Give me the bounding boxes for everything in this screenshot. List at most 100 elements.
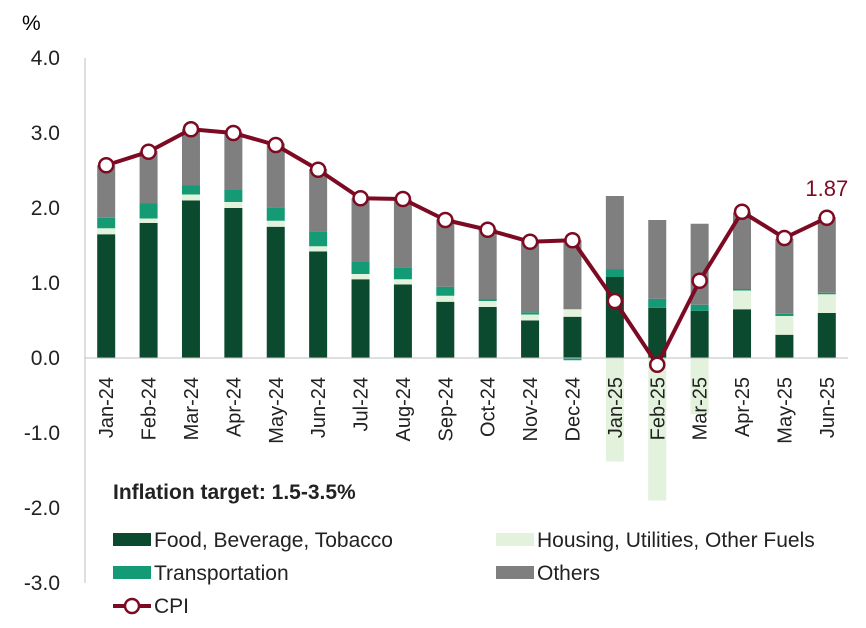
x-tick-label: Jun-24 (308, 377, 330, 438)
bar-segment-others (817, 217, 836, 293)
x-tick-label: Nov-24 (520, 377, 542, 441)
legend-swatch-food-beverage-tobacco (113, 533, 151, 546)
x-tick-label: Apr-25 (732, 377, 754, 437)
bar-segment-food-beverage-tobacco (266, 226, 285, 358)
y-tick-label: -2.0 (24, 497, 60, 520)
bar-segment-housing-utilities-other-fuels (266, 220, 285, 227)
bar-segment-housing-utilities-other-fuels (139, 218, 158, 223)
bar-segment-transportation (690, 304, 709, 311)
bar-segment-transportation (478, 299, 497, 301)
bar-segment-housing-utilities-other-fuels (648, 358, 667, 501)
y-tick-label: 0.0 (31, 347, 60, 370)
bar-segment-others (351, 198, 370, 262)
legend-swatch-cpi-marker (123, 597, 141, 615)
cpi-marker (521, 233, 539, 250)
y-tick-label: 4.0 (31, 47, 60, 70)
legend-label-others: Others (537, 562, 600, 585)
bar-segment-transportation (351, 262, 370, 274)
cpi-marker (437, 211, 454, 229)
x-tick-label: Jan-24 (96, 377, 118, 438)
annotations: 1.87 (805, 176, 848, 201)
y-axis-unit-label: % (22, 12, 41, 35)
y-axis-tick-labels: 4.0 3.0 2.0 1.0 0.0 -1.0 -2.0 -3.0 (24, 47, 60, 595)
cpi-line-series (97, 121, 836, 373)
legend-label-housing-utilities-other-fuels: Housing, Utilities, Other Fuels (537, 529, 815, 552)
cpi-marker (309, 161, 327, 178)
bar-segment-food-beverage-tobacco (309, 251, 328, 358)
bar-segment-food-beverage-tobacco (817, 313, 836, 358)
cpi-marker (140, 143, 157, 160)
bar-segment-food-beverage-tobacco (690, 310, 709, 358)
bar-segment-others (478, 229, 497, 300)
bar-segment-housing-utilities-other-fuels (775, 316, 794, 335)
bar-segment-transportation (181, 185, 200, 195)
bar-segment-housing-utilities-other-fuels (563, 309, 582, 317)
bar-segment-food-beverage-tobacco (648, 307, 667, 358)
bar-segment-transportation (817, 292, 836, 295)
y-tick-label: 3.0 (31, 122, 60, 145)
bar-segment-food-beverage-tobacco (181, 200, 200, 358)
bar-segment-housing-utilities-other-fuels (690, 358, 709, 415)
bar-segment-food-beverage-tobacco (733, 309, 752, 358)
bar-segment-food-beverage-tobacco (97, 234, 116, 358)
bar-segment-housing-utilities-other-fuels (224, 202, 243, 208)
bar-segment-food-beverage-tobacco (351, 279, 370, 358)
bar-segment-others (648, 220, 667, 299)
x-tick-label: Feb-25 (647, 377, 669, 440)
bar-segment-others (775, 238, 794, 314)
cpi-marker (733, 203, 751, 220)
y-tick-label: 2.0 (31, 197, 60, 220)
legend-title-inflation-target: Inflation target: 1.5-3.5% (113, 481, 356, 504)
cpi-marker (818, 209, 836, 226)
bar-segment-transportation (521, 312, 540, 315)
legend-swatch-others (496, 566, 534, 579)
y-tick-label: 1.0 (31, 272, 60, 295)
bar-segment-transportation (224, 190, 243, 202)
bar-segment-housing-utilities-other-fuels (605, 358, 624, 462)
legend-swatch-transportation (113, 566, 151, 579)
bar-segment-food-beverage-tobacco (436, 301, 455, 358)
bar-segment-housing-utilities-other-fuels (817, 294, 836, 313)
cpi-marker (394, 190, 412, 208)
bar-segment-transportation (97, 217, 116, 229)
bar-segment-housing-utilities-other-fuels (351, 274, 370, 280)
cpi-line (105, 127, 828, 367)
x-tick-label: Aug-24 (393, 377, 415, 442)
bar-segment-food-beverage-tobacco (139, 223, 158, 358)
bar-segment-transportation (266, 207, 285, 221)
bar-segment-housing-utilities-other-fuels (181, 194, 200, 201)
bar-segment-housing-utilities-other-fuels (733, 290, 752, 310)
bar-segment-others (139, 151, 158, 204)
bar-segment-food-beverage-tobacco (775, 334, 794, 358)
bar-segment-housing-utilities-other-fuels (309, 246, 328, 252)
legend-label-transportation: Transportation (154, 562, 289, 585)
bar-segment-food-beverage-tobacco (478, 307, 497, 358)
bar-segment-transportation (648, 298, 667, 308)
bar-segment-others (733, 212, 752, 289)
x-tick-label: Dec-24 (562, 377, 584, 441)
bar-segment-others (521, 241, 540, 313)
bar-segment-transportation (139, 203, 158, 219)
bar-segment-transportation (436, 286, 455, 296)
stacked-bars (97, 129, 836, 501)
bar-segment-others (393, 199, 412, 268)
bar-segment-food-beverage-tobacco (393, 284, 412, 358)
bar-segment-housing-utilities-other-fuels (436, 295, 455, 302)
cpi-marker (691, 272, 708, 289)
x-tick-label: Sep-24 (435, 377, 457, 442)
bar-segment-others (181, 129, 200, 186)
legend-label-food-beverage-tobacco: Food, Beverage, Tobacco (154, 529, 393, 552)
bar-segment-transportation (775, 313, 794, 316)
bar-segment-housing-utilities-other-fuels (521, 314, 540, 321)
x-tick-label: Oct-24 (478, 377, 500, 437)
bar-segment-transportation (733, 289, 752, 291)
y-tick-label: -1.0 (24, 422, 60, 445)
bar-segment-others (563, 240, 582, 310)
cpi-marker (97, 157, 115, 174)
x-tick-label: May-25 (774, 377, 796, 444)
cpi-marker (352, 190, 369, 207)
cpi-marker (649, 356, 666, 373)
legend-swatch-housing-utilities-other-fuels (496, 533, 534, 546)
bar-segment-food-beverage-tobacco (563, 316, 582, 358)
